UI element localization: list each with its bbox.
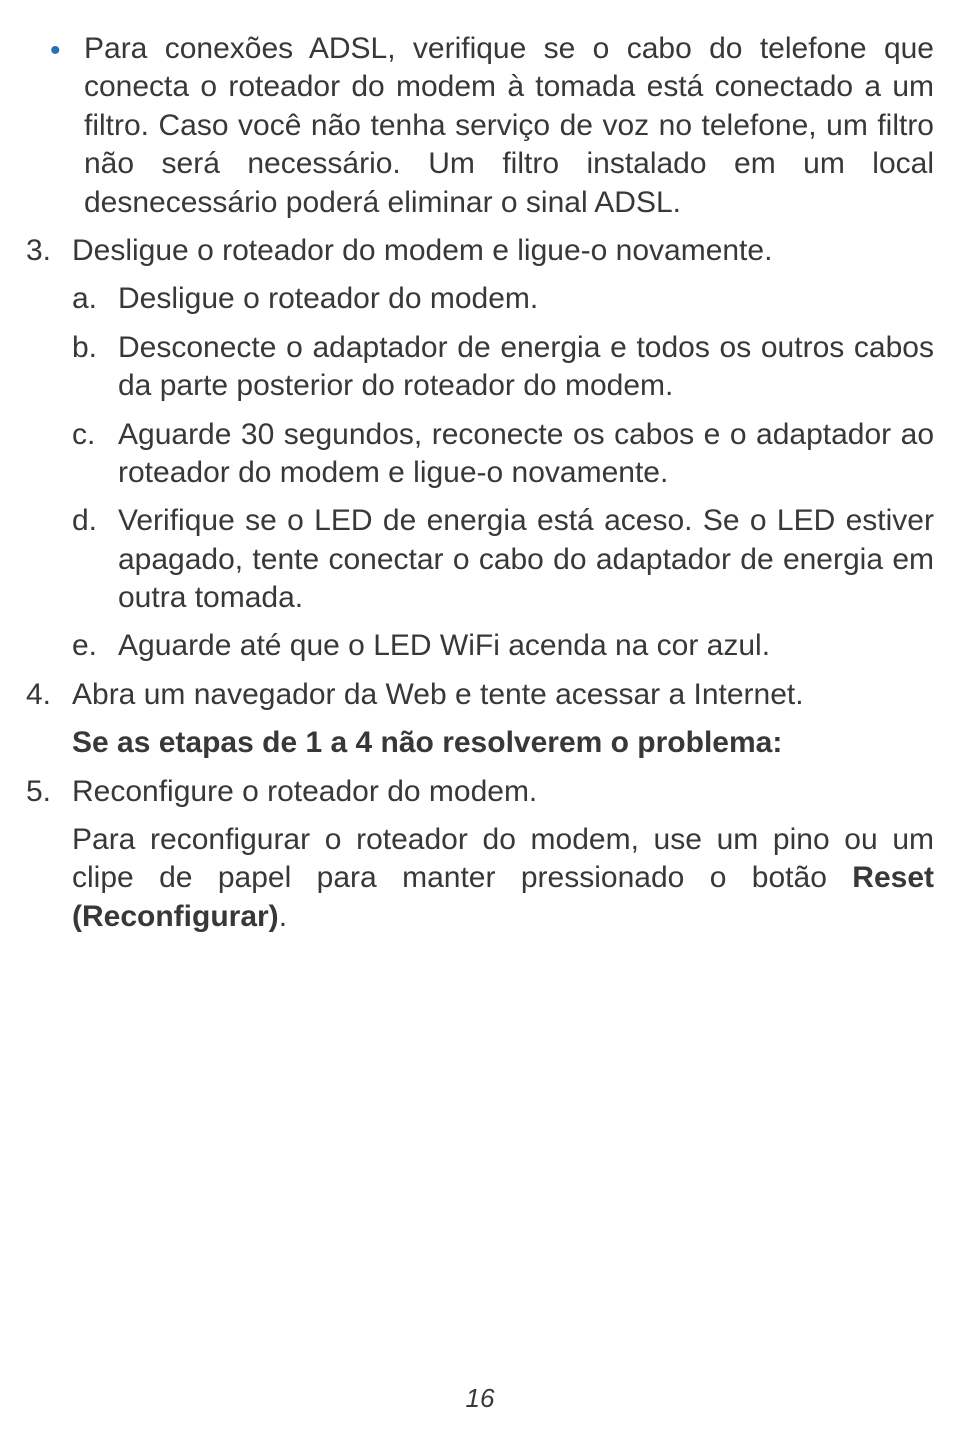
- list-marker: 5.: [26, 773, 72, 811]
- sublist-3: a. Desligue o roteador do modem. b. Desc…: [26, 280, 934, 666]
- document-page: • Para conexões ADSL, verifique se o cab…: [0, 0, 960, 1443]
- list-marker: 4.: [26, 676, 72, 714]
- bold-instruction: Se as etapas de 1 a 4 não resolverem o p…: [26, 724, 934, 762]
- page-number: 16: [0, 1382, 960, 1415]
- sublist-text: Desconecte o adaptador de energia e todo…: [118, 329, 934, 406]
- sublist-marker: c.: [72, 416, 118, 493]
- sublist-marker: b.: [72, 329, 118, 406]
- cont-suffix: .: [279, 900, 287, 933]
- sublist-item-b: b. Desconecte o adaptador de energia e t…: [72, 329, 934, 406]
- bullet-text: Para conexões ADSL, verifique se o cabo …: [84, 30, 934, 222]
- list-text: Reconfigure o roteador do modem.: [72, 773, 934, 811]
- bullet-item: • Para conexões ADSL, verifique se o cab…: [26, 30, 934, 222]
- sublist-item-d: d. Verifique se o LED de energia está ac…: [72, 502, 934, 617]
- cont-prefix: Para reconfigurar o roteador do modem, u…: [72, 823, 934, 894]
- sublist-item-a: a. Desligue o roteador do modem.: [72, 280, 934, 318]
- list-text: Abra um navegador da Web e tente acessar…: [72, 676, 934, 714]
- bullet-icon: •: [26, 30, 84, 222]
- sublist-text: Desligue o roteador do modem.: [118, 280, 934, 318]
- sublist-text: Aguarde 30 segundos, reconecte os cabos …: [118, 416, 934, 493]
- sublist-item-e: e. Aguarde até que o LED WiFi acenda na …: [72, 627, 934, 665]
- list-item-5: 5. Reconfigure o roteador do modem.: [26, 773, 934, 811]
- sublist-item-c: c. Aguarde 30 segundos, reconecte os cab…: [72, 416, 934, 493]
- sublist-text: Verifique se o LED de energia está aceso…: [118, 502, 934, 617]
- sublist-marker: a.: [72, 280, 118, 318]
- list-item-3: 3. Desligue o roteador do modem e ligue-…: [26, 232, 934, 270]
- list-item-4: 4. Abra um navegador da Web e tente aces…: [26, 676, 934, 714]
- sublist-marker: e.: [72, 627, 118, 665]
- list-text: Desligue o roteador do modem e ligue-o n…: [72, 232, 934, 270]
- continuation-text: Para reconfigurar o roteador do modem, u…: [26, 821, 934, 936]
- list-marker: 3.: [26, 232, 72, 270]
- sublist-text: Aguarde até que o LED WiFi acenda na cor…: [118, 627, 934, 665]
- sublist-marker: d.: [72, 502, 118, 617]
